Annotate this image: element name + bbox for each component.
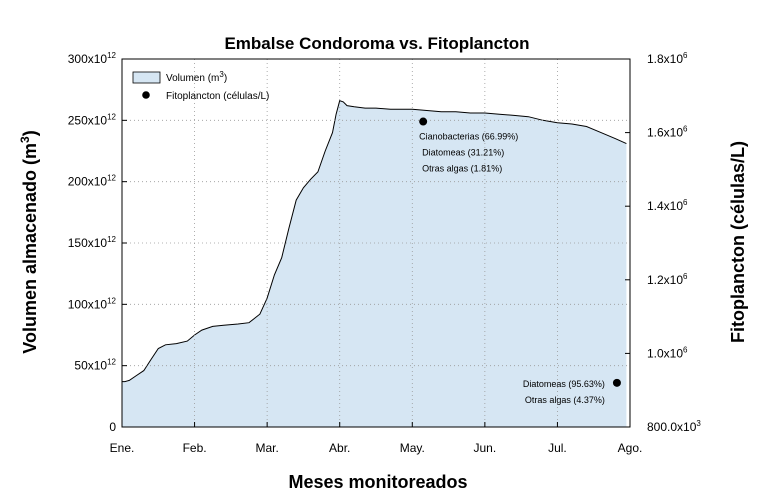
y2-tick-label-2: 1.2x106 [647, 272, 688, 287]
x-tick-label-4: May. [400, 441, 425, 455]
point-fitoplancton-1 [612, 378, 621, 387]
chart-title: Embalse Condoroma vs. Fitoplancton [224, 34, 529, 53]
x-tick-label-3: Abr. [329, 441, 350, 455]
y-axis-title: Volumen almacenado (m3) [18, 130, 40, 353]
x-tick-label-2: Mar. [255, 441, 278, 455]
y2-tick-label-3: 1.4x106 [647, 198, 688, 213]
x-tick-label-5: Jun. [474, 441, 497, 455]
y2-tick-label-4: 1.6x106 [647, 125, 688, 140]
x-tick-label-0: Ene. [110, 441, 135, 455]
annotation-may-1: Diatomeas (31.21%) [422, 148, 504, 158]
y-axis-ticks: 0 50x1012 100x1012 150x1012 200x1012 250x1012… [68, 51, 127, 434]
annotations: Cianobacterias (66.99%) Diatomeas (31.21%… [419, 132, 605, 405]
x-tick-label-1: Feb. [183, 441, 207, 455]
y2-tick-label-0: 800.0x103 [647, 419, 701, 434]
y-tick-label-3: 150x1012 [68, 235, 117, 250]
area-line-volume [122, 100, 627, 383]
legend-label-fitoplancton: Fitoplancton (células/L) [166, 91, 269, 102]
legend: Volumen (m3) Fitoplancton (células/L) [132, 70, 269, 102]
y-tick-label-6: 300x1012 [68, 51, 117, 66]
gridlines [122, 59, 630, 427]
point-fitoplancton-0 [419, 117, 428, 126]
y-tick-label-0: 0 [109, 420, 116, 434]
x-tick-label-7: Ago. [618, 441, 643, 455]
legend-marker-fitoplancton [142, 91, 150, 99]
scatter-points [419, 117, 621, 387]
x-tick-label-6: Jul. [548, 441, 567, 455]
area-layer [122, 100, 627, 427]
x-axis-title: Meses monitoreados [288, 472, 467, 492]
y-tick-label-5: 250x1012 [68, 112, 117, 127]
y2-tick-label-5: 1.8x106 [647, 51, 688, 66]
legend-label-volume: Volumen (m3) [166, 70, 227, 84]
y2-axis-ticks: 800.0x103 1.0x106 1.2x106 1.4x106 1.6x106 1.8… [625, 51, 701, 434]
annotation-may-0: Cianobacterias (66.99%) [419, 132, 518, 142]
annotation-may-2: Otras algas (1.81%) [422, 164, 502, 174]
annotation-aug-1: Otras algas (4.37%) [525, 395, 605, 405]
y-tick-label-1: 50x1012 [74, 358, 116, 373]
x-axis-ticks: Ene. Feb. Mar. Abr. May. Jun. Jul. Ago. [110, 422, 643, 455]
y-tick-label-2: 100x1012 [68, 296, 117, 311]
y-tick-label-4: 200x1012 [68, 174, 117, 189]
y2-tick-label-1: 1.0x106 [647, 345, 688, 360]
legend-swatch-volume [132, 71, 161, 84]
annotation-aug-0: Diatomeas (95.63%) [523, 379, 605, 389]
y2-axis-title: Fitoplancton (células/L) [728, 141, 748, 343]
area-fill-volume [122, 100, 627, 427]
